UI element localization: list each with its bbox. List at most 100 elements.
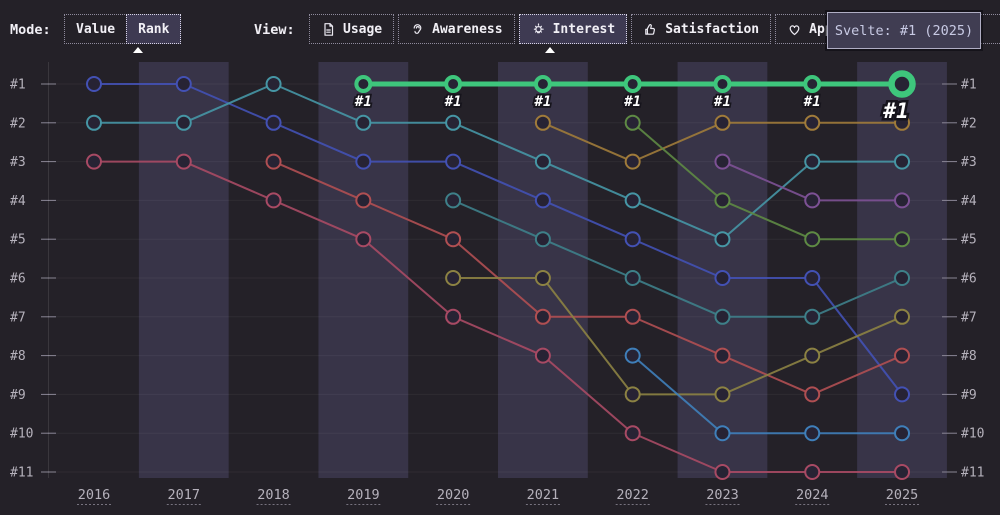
series-point-purple[interactable] [714, 153, 731, 170]
series-point-gold[interactable] [714, 114, 731, 131]
series-point-rose[interactable] [265, 192, 282, 209]
series-point-teal2[interactable] [804, 308, 821, 325]
series-point-teal[interactable] [445, 114, 462, 131]
mode-rank-button[interactable]: Rank [126, 14, 182, 44]
series-point-indigo[interactable] [265, 114, 282, 131]
series-point-teal[interactable] [894, 153, 911, 170]
view-satisfaction-button[interactable]: Satisfaction [631, 14, 772, 44]
series-point-red[interactable] [804, 386, 821, 403]
series-point-blue2[interactable] [624, 347, 641, 364]
series-point-rose[interactable] [714, 464, 731, 480]
series-point-rose[interactable] [445, 308, 462, 325]
series-point-red[interactable] [265, 153, 282, 170]
x-axis-year-label[interactable]: 2016 [78, 487, 111, 503]
series-point-indigo[interactable] [175, 76, 192, 92]
series-point-green2[interactable] [804, 231, 821, 248]
series-point-purple[interactable] [804, 192, 821, 209]
view-selected-caret-icon [545, 47, 555, 53]
series-point-teal[interactable] [804, 153, 821, 170]
series-point-red[interactable] [714, 347, 731, 364]
series-point-rose[interactable] [355, 231, 372, 248]
series-point-red[interactable] [894, 347, 911, 364]
series-point-teal2[interactable] [624, 270, 641, 286]
tooltip-text: Svelte: #1 (2025) [834, 22, 974, 39]
view-awareness-button[interactable]: Awareness [398, 14, 515, 44]
series-point-red[interactable] [445, 231, 462, 248]
series-point-svelte[interactable] [444, 75, 463, 93]
series-point-teal[interactable] [624, 192, 641, 209]
series-point-indigo[interactable] [804, 270, 821, 286]
x-axis-year-label[interactable]: 2022 [616, 487, 649, 503]
series-point-teal[interactable] [714, 231, 731, 248]
series-point-gold[interactable] [534, 114, 551, 131]
series-line-rose [94, 160, 903, 473]
year-band [318, 62, 409, 478]
series-point-svelte[interactable] [533, 75, 552, 93]
x-axis-year-label[interactable]: 2017 [168, 487, 201, 503]
series-point-svelte[interactable] [888, 70, 916, 98]
series-point-indigo[interactable] [445, 153, 462, 170]
x-axis-year-label[interactable]: 2023 [706, 487, 739, 503]
series-point-teal[interactable] [86, 114, 102, 131]
series-point-teal2[interactable] [714, 308, 731, 325]
series-point-rose[interactable] [175, 153, 192, 170]
series-point-teal[interactable] [265, 76, 282, 92]
series-point-teal2[interactable] [445, 192, 462, 209]
series-point-gold[interactable] [624, 153, 641, 170]
series-point-green2[interactable] [624, 114, 641, 131]
y-axis-rank-label-left: #5 [10, 233, 26, 248]
series-point-green2[interactable] [714, 192, 731, 209]
x-axis-year-label[interactable]: 2024 [796, 487, 829, 503]
series-point-svelte[interactable] [803, 75, 822, 93]
x-axis-year-label[interactable]: 2021 [527, 487, 560, 503]
series-point-teal[interactable] [534, 153, 551, 170]
series-point-teal2[interactable] [894, 270, 911, 286]
series-point-teal[interactable] [175, 114, 192, 131]
series-point-olive[interactable] [624, 386, 641, 403]
series-point-olive[interactable] [804, 347, 821, 364]
series-point-rose[interactable] [804, 464, 821, 480]
series-point-olive[interactable] [534, 270, 551, 286]
x-axis-year-label[interactable]: 2019 [347, 487, 380, 503]
view-interest-label: Interest [552, 21, 616, 37]
y-axis-rank-label-right: #4 [961, 194, 977, 209]
series-point-olive[interactable] [445, 270, 462, 286]
series-point-gold[interactable] [804, 114, 821, 131]
series-point-olive[interactable] [894, 308, 911, 325]
series-point-indigo[interactable] [624, 231, 641, 248]
series-point-red[interactable] [355, 192, 372, 209]
y-axis-rank-label-left: #11 [10, 466, 33, 481]
series-point-olive[interactable] [714, 386, 731, 403]
series-point-indigo[interactable] [355, 153, 372, 170]
year-band [138, 62, 229, 478]
series-point-gold[interactable] [894, 114, 911, 131]
series-point-blue2[interactable] [894, 425, 911, 442]
series-point-teal[interactable] [355, 114, 372, 131]
series-point-indigo[interactable] [714, 270, 731, 286]
x-axis-year-label[interactable]: 2018 [257, 487, 290, 503]
series-point-teal2[interactable] [534, 231, 551, 248]
view-usage-button[interactable]: Usage [309, 14, 395, 44]
series-point-rose[interactable] [86, 153, 102, 170]
mode-value-button[interactable]: Value [64, 14, 128, 44]
series-point-blue2[interactable] [714, 425, 731, 442]
series-point-purple[interactable] [894, 192, 911, 209]
series-point-svelte[interactable] [713, 75, 732, 93]
series-point-red[interactable] [534, 308, 551, 325]
series-point-red[interactable] [624, 308, 641, 325]
series-point-blue2[interactable] [804, 425, 821, 442]
series-point-indigo[interactable] [86, 76, 102, 92]
series-point-rose[interactable] [624, 425, 641, 442]
series-point-rose[interactable] [534, 347, 551, 364]
x-axis-year-label[interactable]: 2025 [886, 487, 919, 503]
series-point-svelte[interactable] [354, 75, 373, 93]
series-point-green2[interactable] [894, 231, 911, 248]
y-axis-rank-label-left: #6 [10, 272, 26, 287]
view-interest-button[interactable]: Interest [518, 14, 628, 44]
series-point-rose[interactable] [894, 464, 911, 480]
x-axis-year-label[interactable]: 2020 [437, 487, 470, 503]
series-point-indigo[interactable] [894, 386, 911, 403]
series-point-svelte[interactable] [623, 75, 642, 93]
view-satisfaction-label: Satisfaction [665, 21, 760, 37]
series-point-indigo[interactable] [534, 192, 551, 209]
